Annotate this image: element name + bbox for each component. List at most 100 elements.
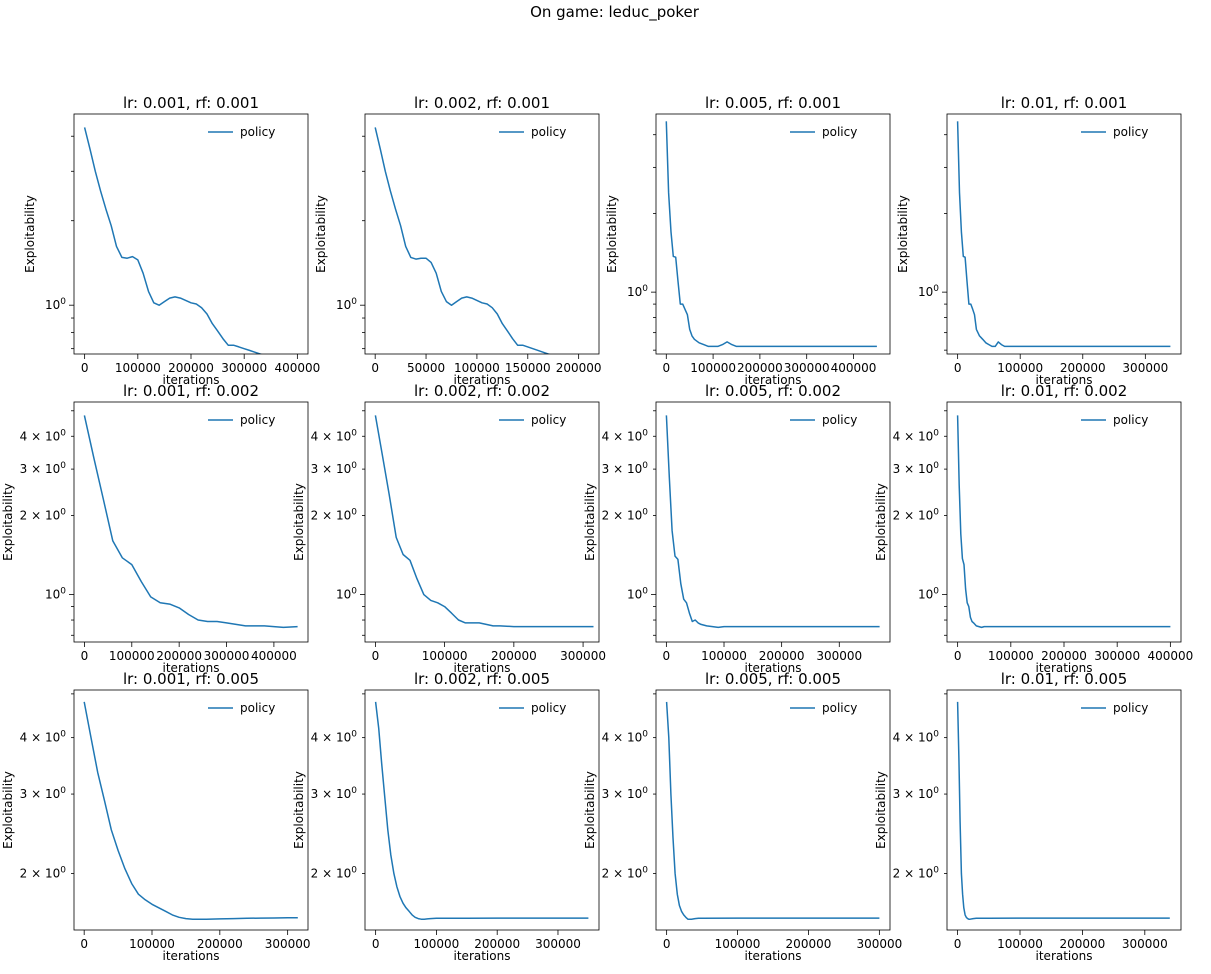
- y-axis-label: Exploitability: [896, 195, 910, 273]
- y-tick-label: 2 × 100: [311, 507, 358, 522]
- y-tick-label: 4 × 100: [20, 428, 67, 443]
- x-tick-label: 300000: [1094, 649, 1140, 663]
- x-tick-label: 100000: [988, 649, 1034, 663]
- x-axis-label: iterations: [745, 661, 802, 675]
- legend-label: policy: [1113, 125, 1148, 139]
- x-tick-label: 300000: [221, 361, 267, 375]
- x-tick-label: 100000: [701, 649, 747, 663]
- x-axis-label: iterations: [1036, 949, 1093, 963]
- policy-series-line: [956, 415, 1171, 629]
- x-axis-label: iterations: [454, 661, 511, 675]
- axes-frame: [364, 113, 600, 355]
- subplot-title: lr: 0.001, rf: 0.001: [123, 94, 259, 112]
- x-tick-label: 0: [954, 649, 962, 663]
- x-tick-label: 100000: [422, 649, 468, 663]
- y-tick-label: 3 × 100: [602, 461, 649, 476]
- subplot-6: lr: 0.002, rf: 0.002 100 2 × 100 3 × 100 4 ×…: [292, 382, 606, 675]
- y-tick-label: 2 × 100: [602, 507, 649, 522]
- x-tick-label: 400000: [274, 361, 320, 375]
- x-tick-label: 100000: [129, 937, 175, 951]
- y-tick-label: 4 × 100: [602, 730, 649, 745]
- y-tick-label: 4 × 100: [893, 730, 940, 745]
- legend-label: policy: [822, 701, 857, 715]
- x-tick-label: 0: [372, 649, 380, 663]
- axes-frame: [655, 113, 891, 355]
- x-axis-label: iterations: [454, 949, 511, 963]
- y-tick-label: 4 × 100: [311, 428, 358, 443]
- subplot-title: lr: 0.005, rf: 0.001: [705, 94, 841, 112]
- x-tick-label: 200000: [474, 937, 520, 951]
- subplot-title: lr: 0.005, rf: 0.002: [705, 382, 841, 400]
- axes-frame: [364, 401, 600, 643]
- x-tick-label: 300000: [856, 937, 902, 951]
- x-tick-label: 200000: [786, 937, 832, 951]
- x-tick-label: 100000: [997, 361, 1043, 375]
- y-axis-label: Exploitability: [292, 483, 306, 561]
- x-axis-label: iterations: [163, 373, 220, 387]
- legend-label: policy: [240, 125, 275, 139]
- axes-frame: [73, 689, 309, 931]
- y-axis-label: Exploitability: [314, 195, 328, 273]
- x-tick-label: 200000: [1041, 649, 1087, 663]
- policy-series-line: [83, 701, 298, 920]
- y-axis-label: Exploitability: [1, 771, 15, 849]
- x-axis-label: iterations: [1036, 661, 1093, 675]
- x-tick-label: 0: [371, 361, 379, 375]
- x-tick-label: 200000: [1060, 361, 1106, 375]
- legend-label: policy: [240, 701, 275, 715]
- figure-title: On game: leduc_poker: [530, 3, 699, 21]
- subplot-5: lr: 0.001, rf: 0.002 100 2 × 100 3 × 100 4 ×…: [1, 382, 309, 675]
- x-tick-label: 200000: [556, 361, 602, 375]
- axes-frame: [73, 113, 309, 355]
- subplot-title: lr: 0.002, rf: 0.002: [414, 382, 550, 400]
- subplot-title: lr: 0.01, rf: 0.001: [1001, 94, 1128, 112]
- y-axis-label: Exploitability: [605, 195, 619, 273]
- policy-series-line: [665, 415, 880, 629]
- x-tick-label: 100000: [454, 361, 500, 375]
- subplot-title: lr: 0.01, rf: 0.002: [1001, 382, 1128, 400]
- y-tick-label: 100: [627, 587, 648, 602]
- legend-label: policy: [531, 701, 566, 715]
- x-tick-label: 0: [81, 361, 89, 375]
- y-tick-label: 2 × 100: [893, 507, 940, 522]
- subplot-11: lr: 0.005, rf: 0.005 2 × 100 3 × 100 4 × 10…: [583, 670, 902, 963]
- y-tick-label: 100: [918, 284, 939, 299]
- y-axis-label: Exploitability: [874, 483, 888, 561]
- x-tick-label: 0: [81, 649, 89, 663]
- y-tick-label: 100: [336, 297, 357, 312]
- y-tick-label: 3 × 100: [893, 461, 940, 476]
- x-tick-label: 0: [663, 937, 671, 951]
- x-tick-label: 300000: [784, 361, 830, 375]
- x-tick-label: 0: [662, 361, 670, 375]
- x-tick-label: 400000: [1147, 649, 1193, 663]
- x-axis-label: iterations: [1036, 373, 1093, 387]
- y-tick-label: 2 × 100: [311, 866, 358, 881]
- x-tick-label: 200000: [1060, 937, 1106, 951]
- x-axis-label: iterations: [745, 949, 802, 963]
- axes-frame: [655, 401, 891, 643]
- y-tick-label: 100: [45, 297, 66, 312]
- legend-label: policy: [531, 413, 566, 427]
- x-tick-label: 200000: [759, 649, 805, 663]
- y-tick-label: 4 × 100: [602, 428, 649, 443]
- subplot-2: lr: 0.002, rf: 0.001 100 0 50000 100000 15000…: [314, 94, 602, 387]
- subplot-7: lr: 0.005, rf: 0.002 100 2 × 100 3 × 100 4 ×…: [583, 382, 891, 675]
- x-tick-label: 300000: [265, 937, 311, 951]
- x-tick-label: 300000: [1122, 361, 1168, 375]
- legend-label: policy: [531, 125, 566, 139]
- y-tick-label: 4 × 100: [893, 428, 940, 443]
- legend-label: policy: [1113, 413, 1148, 427]
- x-tick-label: 300000: [204, 649, 250, 663]
- x-tick-label: 300000: [560, 649, 606, 663]
- subplot-3: lr: 0.005, rf: 0.001 100 0 100000 200000 3000…: [605, 94, 891, 387]
- x-tick-label: 300000: [535, 937, 581, 951]
- policy-series-line: [83, 127, 263, 354]
- policy-series-line: [956, 121, 1171, 348]
- subplot-4: lr: 0.01, rf: 0.001 100 0 100000 200000 30000…: [896, 94, 1182, 387]
- legend-label: policy: [822, 413, 857, 427]
- y-tick-label: 100: [336, 587, 357, 602]
- x-tick-label: 200000: [197, 937, 243, 951]
- y-tick-label: 4 × 100: [20, 730, 67, 745]
- x-tick-label: 400000: [831, 361, 877, 375]
